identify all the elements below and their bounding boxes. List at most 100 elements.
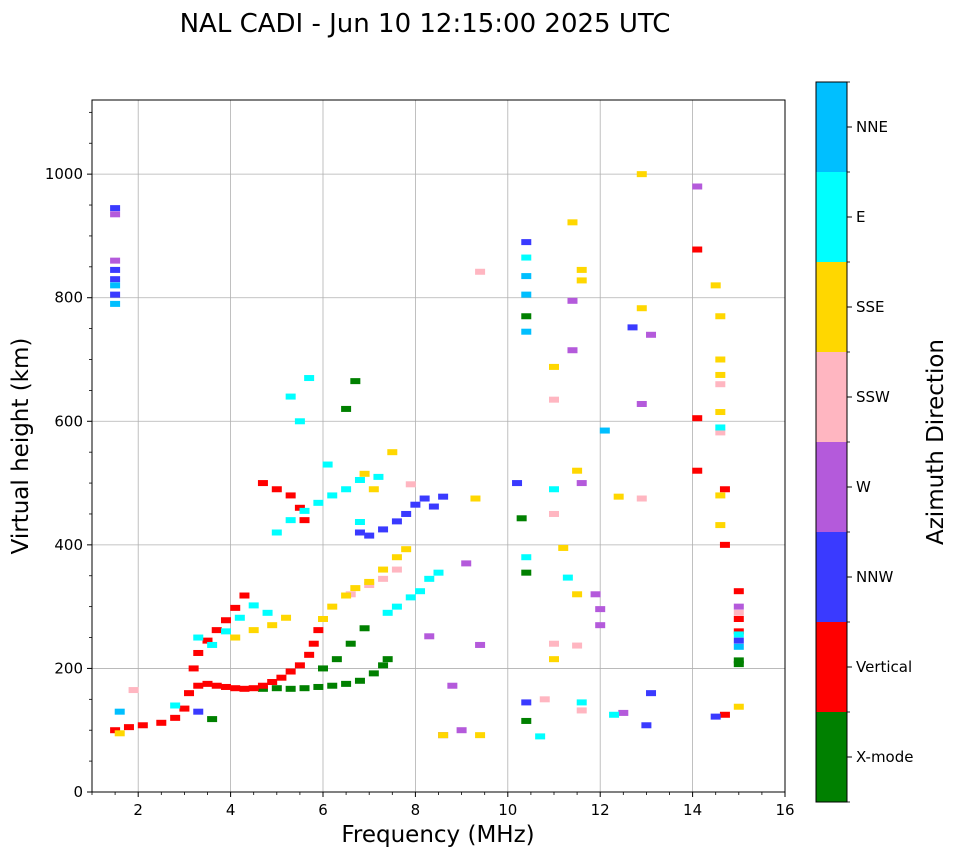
- echo-point: [322, 461, 333, 468]
- echo-point: [350, 378, 361, 385]
- echo-point: [248, 602, 259, 609]
- echo-point: [405, 481, 416, 488]
- echo-point: [114, 708, 125, 715]
- echo-point: [234, 614, 245, 621]
- echo-point: [271, 486, 282, 493]
- echo-point: [299, 507, 310, 514]
- echo-point: [156, 719, 167, 726]
- echo-point: [613, 493, 624, 500]
- echo-point: [341, 680, 352, 687]
- echo-point: [354, 476, 365, 483]
- echo-point: [475, 268, 486, 275]
- echo-point: [257, 480, 268, 487]
- echo-point: [304, 651, 315, 658]
- echo-point: [576, 277, 587, 284]
- echo-point: [401, 546, 412, 553]
- echo-point: [318, 665, 328, 672]
- echo-point: [382, 609, 393, 616]
- echo-point: [285, 517, 296, 524]
- echo-point: [110, 291, 121, 298]
- echo-point: [627, 324, 638, 331]
- echo-point: [549, 486, 559, 493]
- echo-point: [576, 699, 587, 706]
- echo-point: [692, 467, 703, 474]
- echo-point: [350, 585, 361, 592]
- echo-point: [715, 429, 726, 436]
- echo-point: [715, 356, 726, 363]
- colorbar-segment: [816, 82, 847, 172]
- echo-point: [646, 331, 657, 338]
- echo-point: [137, 722, 148, 729]
- echo-point: [521, 239, 532, 246]
- echo-point: [715, 409, 726, 416]
- echo-point: [428, 503, 439, 510]
- echo-point: [257, 682, 268, 689]
- echo-point: [433, 569, 444, 576]
- echo-point: [262, 609, 273, 616]
- echo-point: [257, 685, 268, 692]
- echo-point: [447, 682, 458, 689]
- echo-point: [299, 685, 310, 692]
- x-tick-label: 10: [498, 801, 517, 819]
- echo-point: [461, 560, 472, 567]
- echo-point: [549, 396, 559, 403]
- series-w: [110, 183, 744, 739]
- echo-point: [271, 685, 282, 692]
- echo-point: [170, 714, 181, 721]
- x-tick-label: 8: [411, 801, 421, 819]
- echo-point: [692, 246, 703, 253]
- series-x-mode: [207, 313, 744, 724]
- echo-point: [341, 592, 352, 599]
- echo-point: [549, 656, 559, 663]
- echo-point: [567, 219, 578, 226]
- echo-point: [354, 677, 365, 684]
- y-tick-label: 800: [54, 289, 83, 307]
- echo-point: [599, 427, 610, 434]
- echo-point: [230, 634, 241, 641]
- echo-point: [220, 617, 231, 624]
- echo-point: [438, 732, 449, 739]
- echo-point: [641, 722, 652, 729]
- echo-point: [239, 592, 250, 599]
- colorbar-tick-label: E: [856, 208, 865, 226]
- echo-point: [230, 604, 241, 611]
- echo-point: [715, 371, 726, 378]
- colorbar-tick-label: X-mode: [856, 748, 913, 766]
- echo-point: [313, 683, 324, 690]
- y-tick-label: 400: [54, 536, 83, 554]
- echo-point: [110, 282, 121, 289]
- echo-point: [341, 486, 352, 493]
- echo-point: [114, 730, 125, 737]
- echo-point: [719, 541, 730, 548]
- echo-point: [710, 713, 721, 720]
- echo-point: [516, 515, 527, 522]
- echo-point: [110, 300, 121, 307]
- x-tick-label: 14: [683, 801, 702, 819]
- echo-point: [220, 628, 231, 635]
- colorbar-tick-label: NNW: [856, 568, 893, 586]
- echo-point: [405, 594, 416, 601]
- echo-point: [391, 566, 402, 573]
- echo-point: [572, 642, 583, 649]
- echo-point: [419, 495, 430, 502]
- echo-point: [308, 640, 319, 647]
- echo-point: [110, 276, 121, 283]
- echo-point: [368, 486, 379, 493]
- echo-point: [207, 716, 218, 723]
- echo-point: [562, 574, 573, 581]
- echo-point: [341, 405, 352, 412]
- echo-point: [110, 727, 121, 734]
- series-e: [170, 254, 744, 740]
- echo-point: [521, 273, 532, 280]
- colorbar-tick-label: W: [856, 478, 871, 496]
- echo-point: [267, 679, 278, 686]
- echo-point: [576, 707, 587, 714]
- echo-point: [345, 640, 356, 647]
- colorbar-segment: [816, 262, 847, 352]
- echo-point: [567, 297, 578, 304]
- echo-point: [733, 631, 744, 638]
- echo-point: [456, 727, 467, 734]
- y-tick-label: 600: [54, 412, 83, 430]
- echo-point: [521, 699, 532, 706]
- echo-point: [636, 305, 647, 312]
